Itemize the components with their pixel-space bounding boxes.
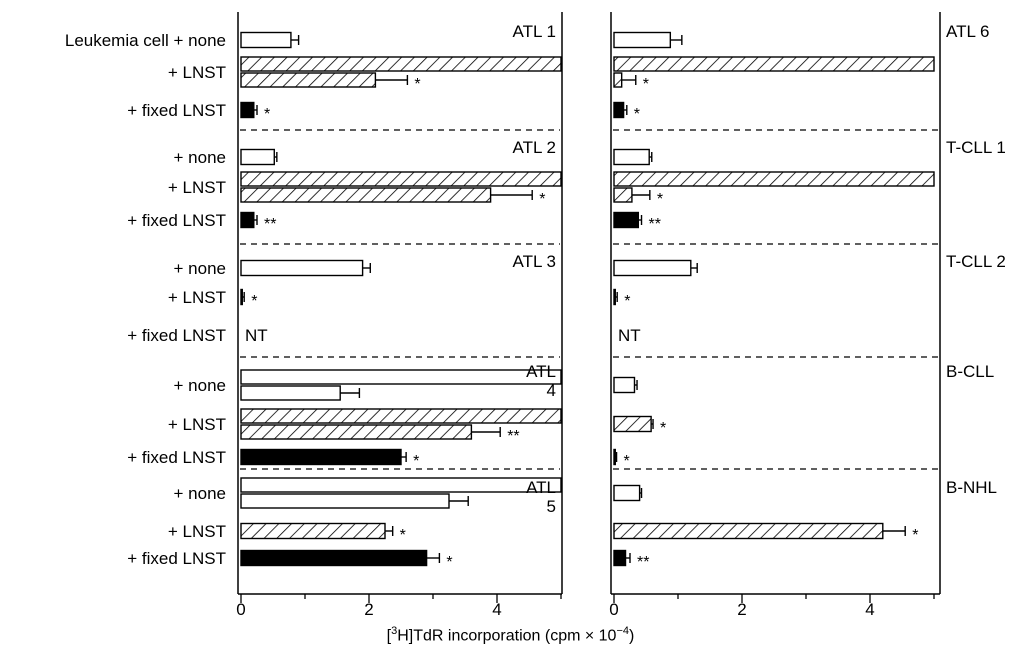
bar <box>240 477 562 493</box>
significance-marker: * <box>400 527 406 544</box>
x-tick-label: 4 <box>492 600 501 619</box>
significance-marker: * <box>657 191 663 208</box>
significance-marker: ** <box>264 216 276 233</box>
bar <box>240 424 473 440</box>
row-label: + LNST <box>168 415 226 434</box>
significance-marker: * <box>264 106 270 123</box>
group-label: T-CLL 2 <box>946 252 1006 271</box>
row-label: + fixed LNST <box>127 549 226 568</box>
bar <box>613 522 884 540</box>
bar <box>240 148 275 166</box>
bar <box>240 187 492 203</box>
bar <box>613 101 625 119</box>
x-tick-label: 2 <box>737 600 746 619</box>
group-label: ATL 6 <box>946 22 989 41</box>
bar <box>240 259 364 277</box>
bar <box>613 56 935 72</box>
significance-marker: * <box>539 191 545 208</box>
bar <box>613 549 627 567</box>
bar <box>613 448 616 466</box>
group-label: T-CLL 1 <box>946 138 1006 157</box>
row-label: Leukemia cell + none <box>65 31 226 50</box>
group-label: ATL 3 <box>513 252 556 271</box>
group-label: ATL 4 <box>526 362 556 400</box>
row-label: + LNST <box>168 522 226 541</box>
significance-marker: * <box>624 293 630 310</box>
significance-marker: ** <box>649 216 661 233</box>
not-tested-label: NT <box>245 326 268 345</box>
x-tick-label: 0 <box>236 600 245 619</box>
bar <box>240 56 562 72</box>
bar <box>240 171 562 187</box>
row-label: + none <box>174 376 226 395</box>
row-label: + none <box>174 484 226 503</box>
bar <box>240 288 243 306</box>
significance-marker: * <box>660 420 666 437</box>
significance-marker: * <box>251 293 257 310</box>
row-label: + none <box>174 259 226 278</box>
not-tested-label: NT <box>618 326 641 345</box>
bar <box>613 211 640 229</box>
significance-marker: ** <box>507 428 519 445</box>
bar <box>613 376 636 394</box>
significance-marker: * <box>643 76 649 93</box>
bar <box>240 448 402 466</box>
row-label: + LNST <box>168 178 226 197</box>
bar <box>240 72 377 88</box>
bar <box>613 171 935 187</box>
bar <box>240 493 450 509</box>
bar <box>613 415 652 433</box>
row-label: + fixed LNST <box>127 211 226 230</box>
bar <box>613 148 650 166</box>
row-label: + LNST <box>168 63 226 82</box>
significance-marker: * <box>624 453 630 470</box>
x-tick-label: 2 <box>364 600 373 619</box>
group-label: B-NHL <box>946 478 997 497</box>
row-label: + fixed LNST <box>127 326 226 345</box>
bar <box>240 101 255 119</box>
significance-marker: * <box>446 554 452 571</box>
bar <box>240 369 562 385</box>
row-label: + none <box>174 148 226 167</box>
significance-marker: ** <box>637 554 649 571</box>
bar <box>613 31 672 49</box>
group-label: ATL 2 <box>513 138 556 157</box>
bar <box>613 484 641 502</box>
group-label: ATL 1 <box>513 22 556 41</box>
bar <box>240 385 341 401</box>
bar <box>240 522 386 540</box>
x-tick-label: 0 <box>609 600 618 619</box>
significance-marker: * <box>912 527 918 544</box>
group-label: ATL 5 <box>526 478 556 516</box>
bar <box>613 259 692 277</box>
bar <box>240 211 255 229</box>
significance-marker: * <box>413 453 419 470</box>
row-label: + fixed LNST <box>127 101 226 120</box>
significance-marker: * <box>414 76 420 93</box>
row-label: + LNST <box>168 288 226 307</box>
bar <box>240 549 428 567</box>
group-label: B-CLL <box>946 362 994 381</box>
significance-marker: * <box>634 106 640 123</box>
x-tick-label: 4 <box>865 600 874 619</box>
row-label: + fixed LNST <box>127 448 226 467</box>
bar <box>613 72 623 88</box>
bar <box>240 31 292 49</box>
bar <box>240 408 562 424</box>
bar <box>613 187 633 203</box>
bar <box>613 288 616 306</box>
x-axis-label: [3H]TdR incorporation (cpm × 10−4) <box>386 625 635 645</box>
